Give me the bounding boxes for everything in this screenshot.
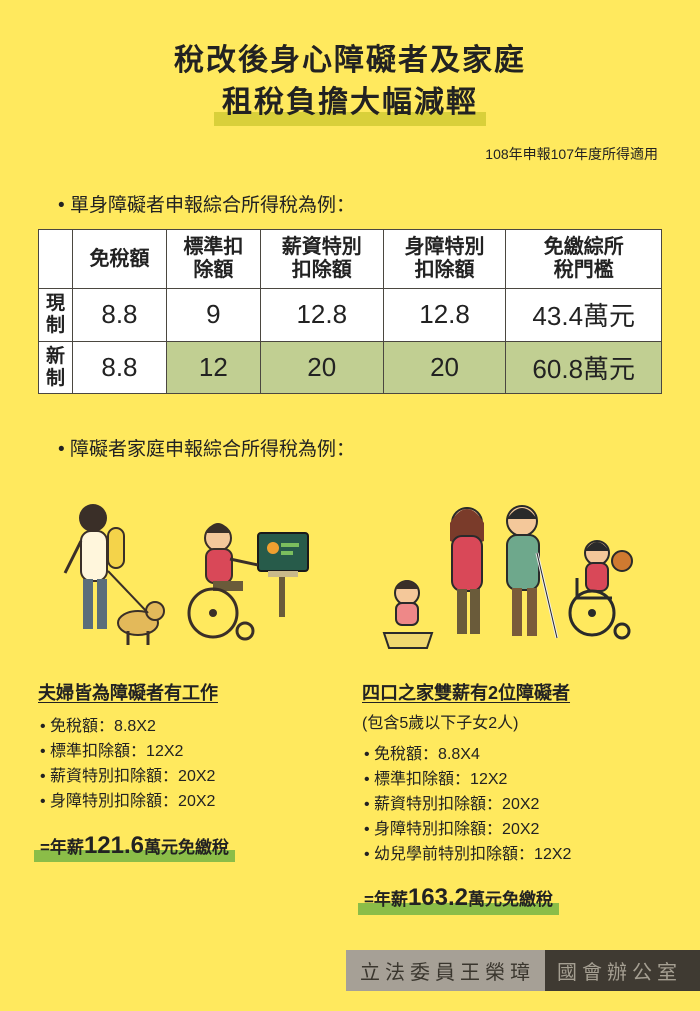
title-line-2: 租稅負擔大幅減輕 <box>222 82 478 124</box>
example-title: 夫婦皆為障礙者有工作 <box>38 679 338 705</box>
page-title: 稅改後身心障礙者及家庭 租稅負擔大幅減輕 <box>38 40 662 124</box>
illustration <box>362 473 662 663</box>
table-row: 現制 8.8 9 12.8 12.8 43.4萬元 <box>39 289 662 342</box>
row-label: 新制 <box>39 341 73 394</box>
list-item: 免稅額：8.8X2 <box>54 715 338 740</box>
tax-table: 免稅額 標準扣除額 薪資特別扣除額 身障特別扣除額 免繳綜所稅門檻 現制 8.8… <box>38 229 662 394</box>
example-result: =年薪163.2萬元免繳稅 <box>362 881 555 915</box>
col-header: 薪資特別扣除額 <box>260 230 383 289</box>
example-card: 四口之家雙薪有2位障礙者 (包含5歲以下子女2人) 免稅額：8.8X4 標準扣除… <box>362 473 662 915</box>
family-icon <box>372 483 652 663</box>
list-item: 標準扣除額：12X2 <box>54 740 338 765</box>
header-blank <box>39 230 73 289</box>
example-result: =年薪121.6萬元免繳稅 <box>38 829 231 863</box>
title-line-1: 稅改後身心障礙者及家庭 <box>174 40 526 82</box>
section1-heading: 單身障礙者申報綜合所得稅為例： <box>58 190 662 217</box>
list-item: 薪資特別扣除額：20X2 <box>378 793 662 818</box>
section2-heading: 障礙者家庭申報綜合所得稅為例： <box>58 434 662 461</box>
example-card: 夫婦皆為障礙者有工作 免稅額：8.8X2 標準扣除額：12X2 薪資特別扣除額：… <box>38 473 338 915</box>
table-cell: 12.8 <box>260 289 383 342</box>
footer-legislator: 立法委員王榮璋 <box>346 950 545 991</box>
table-cell: 60.8萬元 <box>506 341 662 394</box>
list-item: 免稅額：8.8X4 <box>378 743 662 768</box>
list-item: 標準扣除額：12X2 <box>378 768 662 793</box>
table-cell: 8.8 <box>73 289 167 342</box>
table-cell: 20 <box>260 341 383 394</box>
table-cell: 8.8 <box>73 341 167 394</box>
list-item: 幼兒學前特別扣除額：12X2 <box>378 843 662 868</box>
col-header: 免繳綜所稅門檻 <box>506 230 662 289</box>
subtitle: 108年申報107年度所得適用 <box>38 144 658 164</box>
col-header: 身障特別扣除額 <box>383 230 506 289</box>
table-header-row: 免稅額 標準扣除額 薪資特別扣除額 身障特別扣除額 免繳綜所稅門檻 <box>39 230 662 289</box>
col-header: 免稅額 <box>73 230 167 289</box>
list-item: 薪資特別扣除額：20X2 <box>54 765 338 790</box>
example-sub: (包含5歲以下子女2人) <box>362 709 662 733</box>
table-cell: 12 <box>166 341 260 394</box>
example-list: 免稅額：8.8X4 標準扣除額：12X2 薪資特別扣除額：20X2 身障特別扣除… <box>378 743 662 867</box>
person-with-dog-icon <box>53 493 163 663</box>
wheelchair-computer-icon <box>173 493 323 663</box>
table-cell: 12.8 <box>383 289 506 342</box>
table-row: 新制 8.8 12 20 20 60.8萬元 <box>39 341 662 394</box>
list-item: 身障特別扣除額：20X2 <box>378 818 662 843</box>
row-label: 現制 <box>39 289 73 342</box>
list-item: 身障特別扣除額：20X2 <box>54 790 338 815</box>
footer: 立法委員王榮璋 國會辦公室 <box>346 950 700 991</box>
table-cell: 43.4萬元 <box>506 289 662 342</box>
examples-row: 夫婦皆為障礙者有工作 免稅額：8.8X2 標準扣除額：12X2 薪資特別扣除額：… <box>38 473 662 915</box>
footer-office: 國會辦公室 <box>545 950 700 991</box>
table-cell: 20 <box>383 341 506 394</box>
example-list: 免稅額：8.8X2 標準扣除額：12X2 薪資特別扣除額：20X2 身障特別扣除… <box>54 715 338 814</box>
table-cell: 9 <box>166 289 260 342</box>
col-header: 標準扣除額 <box>166 230 260 289</box>
illustration <box>38 473 338 663</box>
example-title: 四口之家雙薪有2位障礙者 <box>362 679 662 705</box>
